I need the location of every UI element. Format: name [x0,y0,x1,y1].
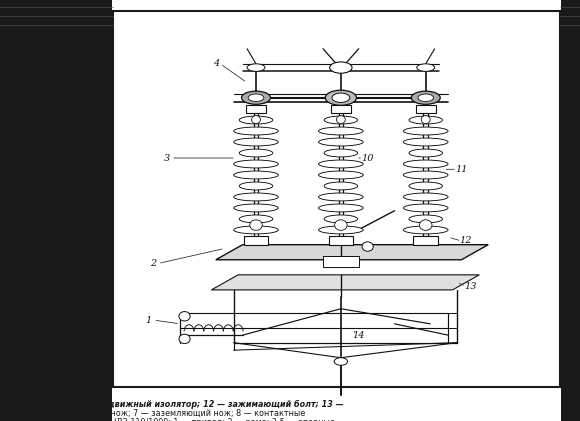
Ellipse shape [409,149,443,157]
Ellipse shape [404,204,448,212]
Text: 2: 2 [150,259,157,268]
Ellipse shape [234,204,278,212]
Ellipse shape [325,90,357,105]
Ellipse shape [318,127,363,135]
Text: ые головки; 10 — неподвижный изолятор; 12 — зажимающий болт; 13 —: ые головки; 10 — неподвижный изолятор; 1… [3,400,343,410]
Ellipse shape [248,94,264,101]
Ellipse shape [318,193,363,201]
Ellipse shape [234,160,278,168]
Ellipse shape [240,149,273,157]
Ellipse shape [421,116,430,123]
Ellipse shape [179,312,190,321]
Ellipse shape [240,116,273,124]
Ellipse shape [318,138,363,146]
Ellipse shape [404,193,448,201]
Ellipse shape [240,182,273,190]
Ellipse shape [332,93,350,102]
Ellipse shape [335,220,347,230]
Ellipse shape [362,242,374,251]
Ellipse shape [409,116,443,124]
Text: 3: 3 [164,154,170,163]
Text: 4: 4 [213,59,219,68]
Ellipse shape [418,94,433,101]
Ellipse shape [318,171,363,179]
Bar [113,11,560,387]
Text: изоляторы; 6 — главный нож; 7 — заземляющий нож; 8 — контактные: изоляторы; 6 — главный нож; 7 — заземляю… [3,409,305,418]
Ellipse shape [241,91,270,104]
Ellipse shape [404,127,448,135]
Ellipse shape [324,116,358,124]
Ellipse shape [417,64,434,71]
Polygon shape [211,275,479,290]
Ellipse shape [234,127,278,135]
Ellipse shape [318,226,363,234]
Ellipse shape [179,334,190,344]
Text: 1: 1 [146,316,152,325]
Text: 13: 13 [464,282,477,290]
Ellipse shape [404,138,448,146]
Ellipse shape [318,160,363,168]
Ellipse shape [334,358,347,365]
Ellipse shape [234,226,278,234]
Text: 11: 11 [455,165,467,174]
Bar [246,104,266,113]
Ellipse shape [234,171,278,179]
Ellipse shape [252,116,260,123]
Ellipse shape [324,182,358,190]
Ellipse shape [324,149,358,157]
Bar [331,104,351,113]
Ellipse shape [247,64,265,71]
Bar [323,256,358,267]
Text: 12: 12 [460,237,472,245]
Ellipse shape [409,182,443,190]
Bar [414,237,438,245]
Polygon shape [216,245,488,260]
Bar [0,0,112,421]
Ellipse shape [250,220,262,230]
Ellipse shape [336,116,345,123]
Bar [416,104,436,113]
Ellipse shape [404,226,448,234]
Text: 14: 14 [353,330,365,340]
Text: 10: 10 [361,154,374,163]
Ellipse shape [329,62,352,73]
Ellipse shape [411,91,440,104]
Ellipse shape [324,215,358,223]
Ellipse shape [234,193,278,201]
Bar [244,237,269,245]
Text: кабель.: кабель. [3,392,35,400]
Bar [561,0,580,421]
Ellipse shape [318,204,363,212]
Bar [329,237,353,245]
Ellipse shape [404,160,448,168]
Ellipse shape [409,215,443,223]
Ellipse shape [234,138,278,146]
Ellipse shape [419,220,432,230]
Ellipse shape [240,215,273,223]
Text: Рис. 17. Разъединитель РНДЗ-110/1000: 1 — привод; 2 — рама; 3-5 — опорные: Рис. 17. Разъединитель РНДЗ-110/1000: 1 … [3,418,335,421]
Ellipse shape [404,171,448,179]
